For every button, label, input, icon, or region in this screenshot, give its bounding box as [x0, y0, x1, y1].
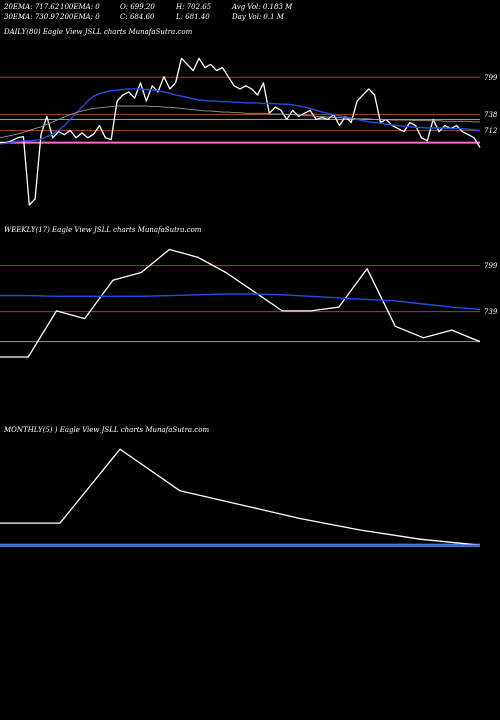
y-tick-label-0-2: 712 — [484, 127, 498, 135]
header-avg-vol: Avg Vol: 0.183 M — [231, 3, 293, 11]
weekly-panel: WEEKLY(17) Eagle View JSLL charts Munafa… — [0, 226, 498, 358]
y-tick-label-1-0: 799 — [484, 262, 498, 270]
daily-panel: DAILY(80) Eagle View JSLL charts MunafaS… — [0, 28, 498, 206]
daily-panel-title: DAILY(80) Eagle View JSLL charts MunafaS… — [3, 28, 193, 36]
header-ema200: 200EMA: 0 — [59, 13, 100, 21]
header-low: L: 681.40 — [175, 13, 210, 21]
info-header: 20EMA: 717.62 100EMA: 0 O: 699.20 H: 702… — [3, 3, 293, 21]
header-open: O: 699.20 — [120, 3, 155, 11]
series-price-0 — [0, 57, 481, 206]
series-ema-secondary-0 — [0, 105, 480, 139]
y-tick-label-0-1: 738 — [484, 111, 498, 119]
weekly-panel-title: WEEKLY(17) Eagle View JSLL charts Munafa… — [4, 226, 202, 234]
y-tick-label-0-0: 799 — [484, 74, 498, 82]
series-ema-0 — [0, 88, 481, 145]
series-price-1 — [0, 248, 481, 358]
header-ema30: 30EMA: 730.97 — [4, 13, 60, 21]
monthly-panel: MONTHLY(5) ) Eagle View JSLL charts Muna… — [0, 426, 481, 547]
header-close: C: 684.60 — [120, 13, 155, 21]
series-ema-1 — [0, 293, 481, 311]
header-high: H: 702.65 — [175, 3, 212, 11]
header-day-vol: Day Vol: 0.1 M — [231, 13, 285, 21]
header-ema100: 100EMA: 0 — [60, 3, 100, 11]
series-price-2 — [0, 448, 481, 546]
header-ema20: 20EMA: 717.62 — [3, 3, 60, 11]
y-tick-label-1-1: 739 — [484, 308, 498, 316]
monthly-panel-title: MONTHLY(5) ) Eagle View JSLL charts Muna… — [3, 426, 209, 434]
